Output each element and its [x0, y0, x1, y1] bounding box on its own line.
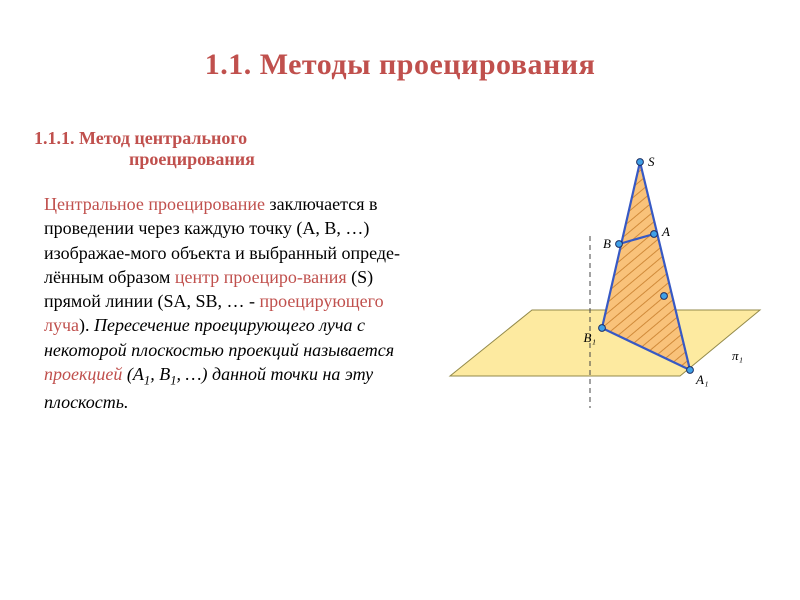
point [661, 293, 668, 300]
point [651, 231, 658, 238]
paragraph-run: Пересечение проецирующего луча с некотор… [44, 315, 394, 359]
paragraph-run: ). [79, 315, 94, 335]
body-paragraph: Центральное проецирование заключается в … [44, 192, 404, 414]
paragraph-run: , В [150, 364, 170, 384]
label: A₁ [695, 372, 708, 387]
section-subtitle: 1.1.1. Метод центрального проецирования [34, 128, 255, 170]
paragraph-run: (А [127, 364, 144, 384]
paragraph-run: центр проециро-вания [175, 267, 347, 287]
paragraph-run: Центральное проецирование [44, 194, 265, 214]
label: B₁ [584, 330, 596, 345]
subtitle-line1: 1.1.1. Метод центрального [34, 128, 255, 149]
point [687, 367, 694, 374]
label: π₁ [732, 348, 743, 363]
label: B [603, 236, 611, 251]
label: S [648, 154, 655, 169]
slide-root: 1.1. Методы проецирования 1.1.1. Метод ц… [0, 0, 800, 600]
projection-diagram: S A B A₁ B₁ π₁ [440, 150, 770, 460]
point [599, 325, 606, 332]
point [616, 241, 623, 248]
label: A [661, 224, 670, 239]
diagram-svg: S A B A₁ B₁ π₁ [440, 150, 770, 460]
subtitle-line2: проецирования [34, 149, 255, 170]
paragraph-run: проекцией [44, 364, 127, 384]
point [637, 159, 644, 166]
slide-title: 1.1. Методы проецирования [0, 48, 800, 82]
